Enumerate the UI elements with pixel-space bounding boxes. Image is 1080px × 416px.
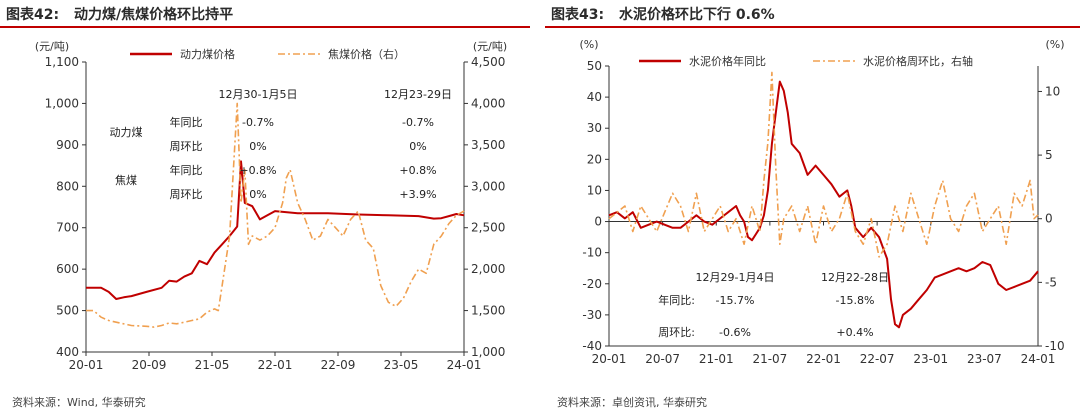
x-tick-label: 22-09 [321,358,356,372]
annotation-group-label: 焦煤 [115,174,137,187]
y-tick-label: 0 [594,215,602,229]
y-tick-label: 20 [587,152,602,166]
y2-tick-label: 4,500 [471,55,505,69]
legend-label-1: 水泥价格年同比 [689,54,766,68]
annotation-value: +0.8% [239,164,276,177]
x-tick-label: 24-01 [1021,352,1056,366]
x-tick-label: 22-01 [258,358,293,372]
y-tick-label: 500 [56,304,79,318]
annotation-value: -15.8% [836,294,875,307]
y-tick-label: -10 [582,246,602,260]
panel-title: 图表43: 水泥价格环比下行 0.6% [551,4,775,24]
source-note: 资料来源：Wind, 华泰研究 [12,396,146,409]
figure-number: 图表42: [6,7,60,23]
annotation-value: -0.6% [719,326,751,339]
y-tick-label: 400 [56,345,79,359]
panel-coal: 图表42: 动力煤/焦煤价格环比持平 (元/吨) (元/吨) 400 500 600… [0,0,530,416]
panel-cement: 图表43: 水泥价格环比下行 0.6% (%) (%) -40 -30 -20 -10… [545,0,1080,416]
annotation-row-label: 年同比: [658,293,695,307]
y2-tick-label: -5 [1045,275,1057,289]
x-tick-label: 23-01 [913,352,948,366]
annotation-value: -0.7% [242,116,274,129]
y2-tick-label: 1,000 [471,345,505,359]
annotation-row-label: 周环比 [170,140,203,153]
annotation-value: 0% [249,188,266,201]
series-line-1 [86,160,465,300]
x-tick-label: 21-05 [195,358,230,372]
x-tick-label: 20-01 [69,358,104,372]
y2-tick-label: 0 [1045,212,1053,226]
y-tick-label: -40 [582,339,602,353]
annotation-group-label: 动力煤 [110,126,143,139]
legend-label-2: 水泥价格周环比，右轴 [863,54,973,68]
x-tick-label: 20-07 [645,352,680,366]
series-line-2 [608,71,1039,258]
legend-label-2: 焦煤价格（右） [328,47,405,61]
x-tick-label: 20-01 [592,352,627,366]
left-axis-unit: (元/吨) [35,40,69,53]
y2-tick-label: 3,500 [471,138,505,152]
series-line-1 [608,80,1039,329]
x-tick-label: 21-01 [699,352,734,366]
figure-title: 动力煤/焦煤价格环比持平 [73,7,234,23]
y2-tick-label: 3,000 [471,179,505,193]
y2-tick-label: 5 [1045,148,1053,162]
annotation-col-header: 12月23-29日 [384,88,452,101]
y-tick-label: 10 [587,183,602,197]
annotation-col-header: 12月30-1月5日 [219,88,298,101]
y-tick-label: 800 [56,179,79,193]
annotation-col-header: 12月22-28日 [821,271,889,284]
annotation-value: +3.9% [399,188,436,201]
x-tick-label: 23-05 [384,358,419,372]
right-axis-unit: (元/吨) [473,40,507,53]
x-tick-label: 20-09 [132,358,167,372]
y-tick-label: 900 [56,138,79,152]
y-tick-label: 700 [56,221,79,235]
x-tick-label: 22-01 [806,352,841,366]
x-tick-label: 22-07 [860,352,895,366]
annotation-col-header: 12月29-1月4日 [696,271,775,284]
y-tick-label: 40 [587,90,602,104]
figure-number: 图表43: [551,7,605,23]
annotation-row-label: 周环比: [658,326,695,339]
y2-tick-label: 4,000 [471,96,505,110]
figure-title: 水泥价格环比下行 0.6% [618,7,775,23]
x-tick-label: 24-01 [447,358,482,372]
y-tick-label: -20 [582,277,602,291]
annotation-row-label: 年同比 [170,115,203,129]
left-axis-unit: (%) [579,38,598,51]
right-axis-unit: (%) [1045,38,1064,51]
annotation-value: 0% [249,140,266,153]
x-tick-label: 23-07 [967,352,1002,366]
cement-price-chart: (%) (%) -40 -30 -20 -10 0 10 20 30 40 50 -10 -5 0 5 10… [579,38,1065,366]
y-tick-label: 30 [587,121,602,135]
y2-tick-label: 1,500 [471,304,505,318]
y-tick-label: 50 [587,59,602,73]
title-divider [0,26,530,28]
annotation-value: +0.4% [836,326,873,339]
annotation-value: +0.8% [399,164,436,177]
source-note: 资料来源：卓创资讯, 华泰研究 [557,396,707,409]
y-tick-label: 1,000 [45,96,79,110]
title-divider [545,26,1080,28]
annotation-row-label: 年同比 [170,163,203,177]
y2-tick-label: 2,500 [471,221,505,235]
panel-title: 图表42: 动力煤/焦煤价格环比持平 [6,4,233,24]
y-tick-label: 1,100 [45,55,79,69]
y2-tick-label: 10 [1045,84,1060,98]
y2-tick-label: -10 [1045,339,1065,353]
annotation-value: -15.7% [716,294,755,307]
annotation-value: -0.7% [402,116,434,129]
legend-label-1: 动力煤价格 [180,47,235,61]
y-tick-label: 600 [56,262,79,276]
annotation-row-label: 周环比 [170,188,203,201]
x-tick-label: 21-07 [752,352,787,366]
annotation-value: 0% [409,140,426,153]
series-line-2 [86,102,465,328]
y2-tick-label: 2,000 [471,262,505,276]
coal-price-chart: (元/吨) (元/吨) 400 500 600 700 800 900 1,000 1,100… [35,40,507,372]
y-tick-label: -30 [582,308,602,322]
